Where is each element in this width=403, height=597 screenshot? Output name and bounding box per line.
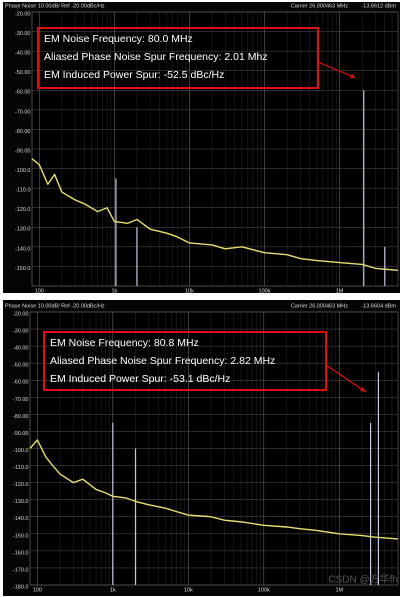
trace (29, 439, 399, 540)
y-tick-label: -20.00 (13, 311, 29, 317)
power-label: -13.6612 dBm (361, 3, 396, 9)
annotation-box (43, 331, 327, 391)
arrow-head (360, 386, 366, 392)
y-tick-label: -100.0 (15, 168, 31, 174)
y-tick-label: -110.0 (15, 188, 30, 194)
chart-title: Phase Noise 10.00dB/ Ref -20.00dBc/Hz (5, 3, 105, 9)
y-tick-label: -100.0 (13, 448, 29, 454)
x-tick-label: 1M (335, 587, 343, 593)
y-tick-label: -40.00 (13, 346, 29, 352)
y-tick-label: -150.0 (15, 266, 31, 272)
y-tick-label: -60.00 (15, 90, 31, 96)
x-tick-label: 10k (185, 288, 194, 294)
annotation-text: EM Induced Power Spur: -52.5 dBc/Hz (44, 69, 224, 81)
x-tick-label: 100 (33, 587, 42, 593)
arrow-head (350, 73, 356, 79)
annotation-text: Aliased Phase Noise Spur Frequency: 2.82… (50, 355, 275, 367)
y-tick-label: -70.00 (15, 109, 31, 115)
arrow (325, 364, 367, 393)
annotation-box (37, 27, 319, 89)
annotation-text: EM Induced Power Spur: -53.1 dBc/Hz (50, 373, 230, 385)
watermark: CSDN @方华fh (328, 573, 398, 586)
y-tick-label: -110.0 (13, 465, 28, 471)
carrier-label: Carrier 26.000463 MHz (291, 303, 348, 309)
x-tick-label: 10k (184, 587, 193, 593)
y-tick-label: -160.0 (13, 550, 29, 556)
y-tick-label: -70.00 (13, 397, 29, 403)
arrow (317, 61, 357, 79)
y-tick-label: -40.00 (15, 51, 31, 57)
carrier-label: Carrier 26.000463 MHz (291, 3, 348, 9)
x-tick-label: 100k (259, 288, 271, 294)
y-tick-label: -90.00 (13, 431, 29, 437)
x-tick-label: 100 (35, 288, 44, 294)
y-tick-label: -50.00 (13, 363, 29, 369)
y-tick-label: -60.00 (13, 380, 29, 386)
x-tick-label: 1k (110, 587, 116, 593)
y-tick-label: -50.00 (15, 70, 31, 76)
x-tick-label: 1M (336, 288, 344, 294)
y-tick-label: -170.0 (13, 567, 29, 573)
trace (31, 158, 399, 272)
y-tick-label: -80.00 (13, 414, 29, 420)
annotation-text: EM Noise Frequency: 80.0 MHz (44, 33, 193, 45)
y-tick-label: -180.0 (13, 584, 29, 590)
y-tick-label: -30.00 (13, 329, 29, 335)
y-tick-label: -130.0 (13, 499, 29, 505)
y-tick-label: -120.0 (15, 207, 31, 213)
power-label: -13.6604 dBm (361, 303, 396, 309)
x-tick-label: 100k (258, 587, 270, 593)
annotation-text: EM Noise Frequency: 80.8 MHz (50, 337, 199, 349)
y-tick-label: -20.00 (15, 11, 31, 17)
y-tick-label: -90.00 (15, 148, 31, 154)
y-tick-label: -130.0 (15, 227, 31, 233)
x-tick-label: 1k (111, 288, 117, 294)
annotation-text: Aliased Phase Noise Spur Frequency: 2.01… (44, 51, 268, 63)
y-tick-label: -30.00 (15, 31, 31, 37)
y-tick-label: -120.0 (13, 482, 29, 488)
y-tick-label: -140.0 (15, 246, 31, 252)
chart-title: Phase Noise 10.00dB/ Ref -20.00dBc/Hz (5, 303, 105, 309)
y-tick-label: -140.0 (13, 516, 29, 522)
y-tick-label: -80.00 (15, 129, 31, 135)
y-tick-label: -150.0 (13, 533, 29, 539)
